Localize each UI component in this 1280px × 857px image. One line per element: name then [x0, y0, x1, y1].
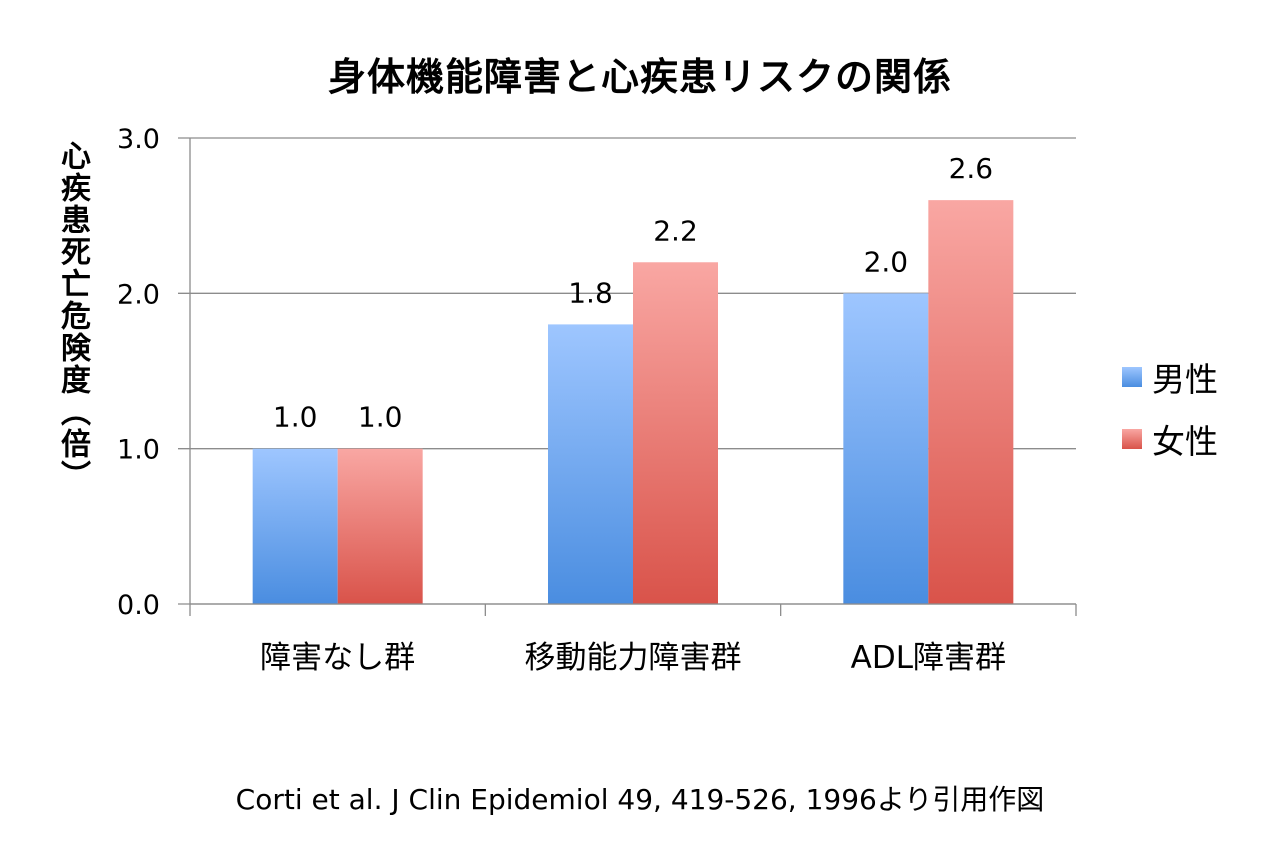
x-category-label: 移動能力障害群 — [525, 640, 742, 676]
bar-male — [548, 324, 633, 604]
source-citation: Corti et al. J Clin Epidemiol 49, 419-52… — [235, 783, 1045, 816]
legend-swatch-male — [1122, 367, 1142, 387]
y-tick-label: 1.0 — [117, 435, 160, 466]
axes — [189, 138, 1077, 616]
legend: 男性 女性 — [1122, 346, 1218, 470]
chart-title: 身体機能障害と心疾患リスクの関係 — [327, 55, 952, 99]
data-label: 1.0 — [273, 401, 318, 434]
data-label: 2.2 — [653, 214, 698, 247]
y-tick-label: 3.0 — [117, 124, 160, 155]
data-label: 1.0 — [358, 401, 403, 434]
y-axis-label: 心疾患死亡危険度（倍） — [55, 140, 90, 492]
y-tick-label: 2.0 — [117, 279, 160, 310]
x-category-label: ADL障害群 — [851, 640, 1006, 676]
legend-item-female: 女性 — [1122, 408, 1218, 470]
bar-female — [928, 200, 1014, 604]
bars — [252, 200, 1014, 604]
bar-female — [633, 262, 718, 604]
labels: 0.0 1.0 2.0 3.0 1.0 1.0 障害なし群 1.8 2.2 移動能力障害群 2.0 2… — [117, 124, 1006, 676]
data-label: 2.6 — [949, 152, 994, 185]
bar-female — [337, 448, 423, 604]
data-label: 1.8 — [568, 276, 613, 309]
x-category-label: 障害なし群 — [260, 640, 415, 676]
bar-male — [843, 293, 929, 604]
legend-swatch-female — [1122, 429, 1142, 449]
legend-item-male: 男性 — [1122, 346, 1218, 408]
legend-label-female: 女性 — [1152, 422, 1218, 461]
data-label: 2.0 — [864, 245, 909, 278]
legend-label-male: 男性 — [1152, 360, 1218, 399]
y-tick-label: 0.0 — [117, 590, 160, 621]
bar-male — [252, 448, 338, 604]
